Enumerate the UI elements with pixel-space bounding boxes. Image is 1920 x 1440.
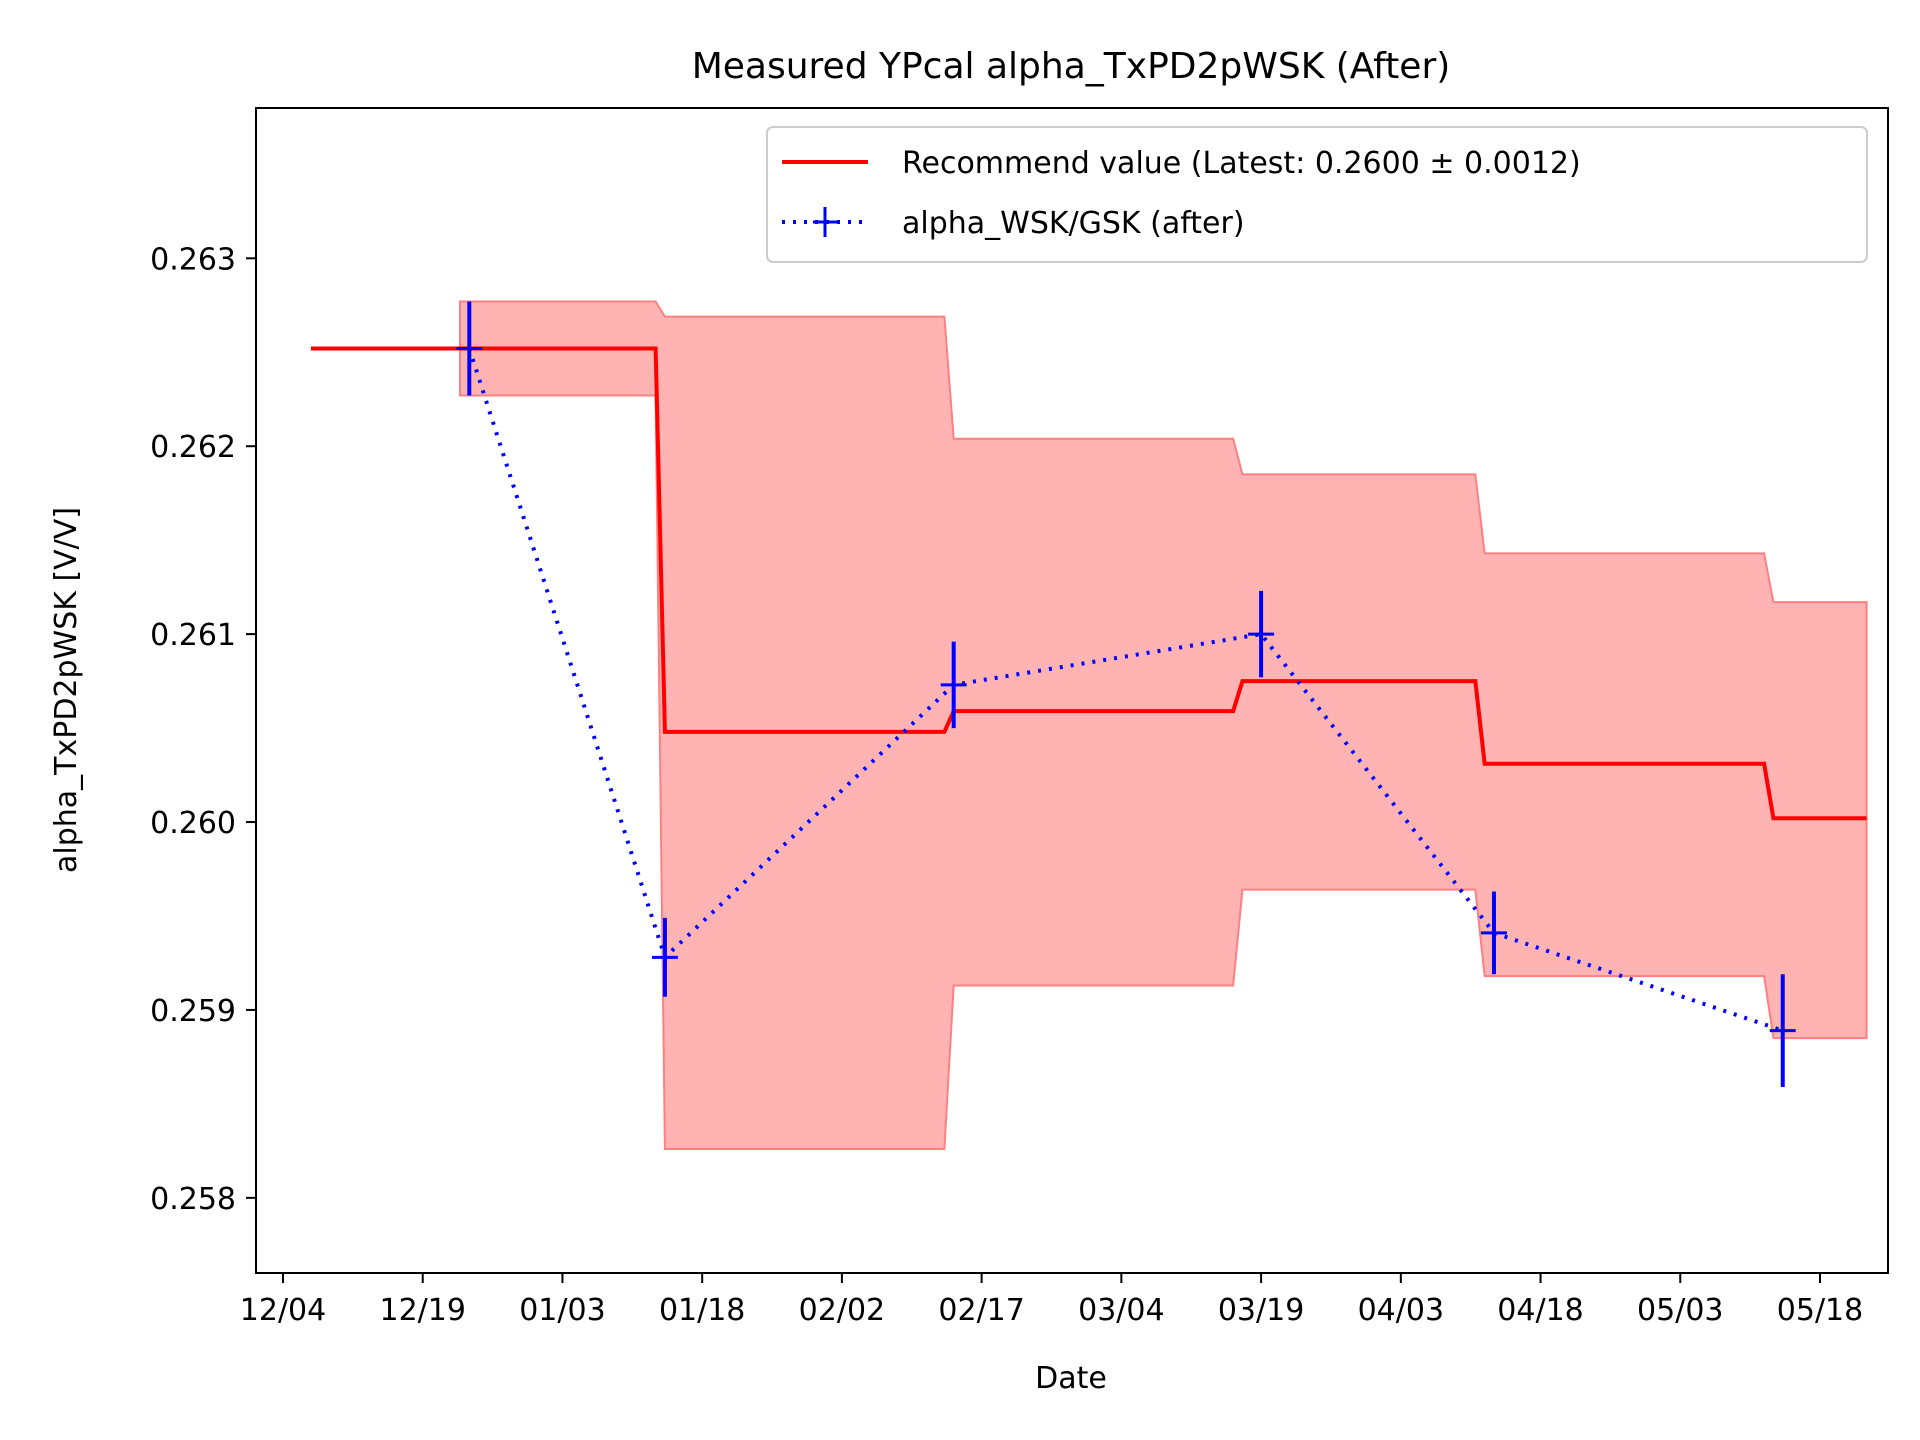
x-axis-title: Date: [1035, 1361, 1107, 1396]
measured-point: [1769, 974, 1796, 1087]
x-axis-ticks: 12/04 12/19 01/03 01/18 02/02 02/17 03/04 03/19…: [240, 1273, 1863, 1328]
recommend-value-line: [310, 346, 1867, 821]
chart-title: Measured YPcal alpha_TxPD2pWSK (After): [692, 46, 1451, 87]
y-tick-label: 0.259: [150, 994, 236, 1029]
legend-measured-label: alpha_WSK/GSK (after): [902, 206, 1245, 241]
y-tick-label: 0.263: [150, 242, 236, 277]
recommend-uncertainty-band: [458, 300, 1868, 1150]
x-tick-label: 03/04: [1078, 1293, 1164, 1328]
legend-box: [766, 126, 1868, 263]
x-tick-label: 01/18: [659, 1293, 745, 1328]
legend-recommend-label: Recommend value (Latest: 0.2600 ± 0.0012…: [902, 146, 1581, 181]
measured-point: [1480, 891, 1507, 975]
y-axis-title: alpha_TxPD2pWSK [V/V]: [49, 507, 84, 873]
axes-frame: [255, 107, 1889, 1274]
x-tick-label: 02/17: [938, 1293, 1024, 1328]
x-tick-label: 05/18: [1777, 1293, 1863, 1328]
y-tick-label: 0.262: [150, 430, 236, 465]
x-tick-label: 03/19: [1218, 1293, 1304, 1328]
x-tick-label: 02/02: [799, 1293, 885, 1328]
measured-point: [456, 301, 483, 396]
y-tick-label: 0.258: [150, 1182, 236, 1217]
x-tick-label: 04/03: [1358, 1293, 1444, 1328]
x-tick-label: 12/04: [240, 1293, 326, 1328]
y-axis-ticks: 0.258 0.259 0.260 0.261 0.262 0.263: [150, 242, 256, 1217]
y-tick-label: 0.260: [150, 806, 236, 841]
x-tick-label: 12/19: [379, 1293, 465, 1328]
x-tick-label: 04/18: [1497, 1293, 1583, 1328]
y-tick-label: 0.261: [150, 618, 236, 653]
legend: Recommend value (Latest: 0.2600 ± 0.0012…: [766, 126, 1868, 263]
measured-point: [940, 641, 967, 729]
measured-points: [456, 301, 1796, 1087]
x-tick-label: 01/03: [519, 1293, 605, 1328]
plot-area: [310, 300, 1868, 1150]
measured-point: [651, 917, 678, 997]
x-tick-label: 05/03: [1637, 1293, 1723, 1328]
measured-point: [1248, 590, 1275, 678]
